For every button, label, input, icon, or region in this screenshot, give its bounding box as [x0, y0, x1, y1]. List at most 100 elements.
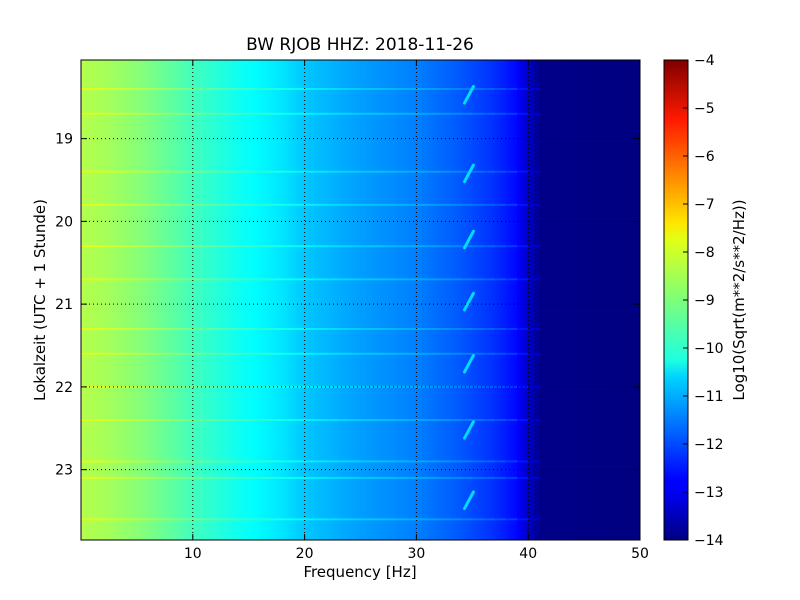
- spectrum-column: [382, 60, 387, 540]
- colorbar-tick-label: −8: [694, 245, 715, 261]
- spectrum-column: [324, 60, 328, 540]
- noise-band: [416, 278, 429, 281]
- spectrum-column: [413, 60, 417, 540]
- spectrum-column: [544, 60, 549, 540]
- spectrum-column: [519, 60, 524, 540]
- noise-band: [360, 245, 373, 248]
- spectrum-column: [117, 60, 121, 540]
- noise-band: [438, 245, 451, 248]
- noise-band: [181, 419, 194, 421]
- noise-band: [136, 327, 149, 330]
- colorbar-label: Log10(Sqrt(m**2/s**2/Hz)): [730, 199, 748, 400]
- noise-band: [349, 518, 362, 521]
- spectrum-column: [517, 60, 521, 540]
- spectrum-column: [572, 60, 577, 540]
- noise-band: [315, 112, 328, 115]
- spectrum-column: [340, 60, 345, 540]
- noise-band: [326, 170, 339, 173]
- spectrum-column: [405, 60, 409, 540]
- noise-band: [326, 203, 339, 206]
- noise-band: [349, 419, 362, 421]
- noise-band: [170, 278, 183, 281]
- transient-mark: [462, 291, 475, 312]
- noise-band: [248, 87, 261, 90]
- noise-band: [349, 245, 362, 248]
- noise-band: [293, 170, 306, 173]
- noise-band: [271, 112, 283, 115]
- noise-band: [226, 518, 239, 521]
- noise-band: [416, 245, 429, 248]
- spectrum-column: [424, 60, 429, 540]
- noise-band: [148, 476, 160, 479]
- noise-band: [528, 112, 540, 115]
- spectrum-column: [176, 60, 180, 540]
- spectrum-column: [184, 60, 188, 540]
- plot-frame: [80, 59, 641, 541]
- spectrum-column: [360, 60, 364, 540]
- spectrum-column: [514, 60, 518, 540]
- noise-band: [394, 518, 406, 521]
- spectrum-column: [318, 60, 322, 540]
- noise-band: [349, 112, 362, 115]
- noise-band: [248, 460, 261, 463]
- noise-band: [461, 112, 473, 115]
- noise-band: [517, 203, 529, 206]
- spectrum-column: [190, 60, 194, 540]
- noise-band: [449, 245, 462, 248]
- spectrum-column: [525, 60, 529, 540]
- noise-band: [304, 170, 317, 173]
- noise-band: [170, 203, 183, 206]
- noise-band: [192, 112, 205, 115]
- noise-band: [528, 170, 540, 173]
- noise-band: [282, 245, 295, 248]
- spectrum-column: [276, 60, 281, 540]
- noise-band: [472, 518, 485, 521]
- noise-band: [483, 112, 496, 115]
- noise-band: [114, 352, 127, 355]
- noise-band: [92, 112, 104, 115]
- noise-band: [203, 476, 216, 479]
- noise-band: [505, 327, 518, 330]
- spectrum-column: [229, 60, 233, 540]
- noise-band: [338, 385, 350, 388]
- y-axis-label: Lokalzeit (UTC + 1 Stunde): [31, 199, 49, 401]
- noise-band: [461, 352, 473, 355]
- spectrum-column: [335, 60, 339, 540]
- spectrum-column: [354, 60, 359, 540]
- noise-band: [360, 278, 373, 281]
- noise-band: [237, 87, 250, 90]
- noise-band: [304, 203, 317, 206]
- noise-band: [394, 245, 406, 248]
- noise-band: [148, 518, 160, 521]
- noise-band: [282, 385, 295, 388]
- noise-band: [315, 460, 328, 463]
- spectrum-column: [131, 60, 135, 540]
- spectrum-column: [178, 60, 183, 540]
- noise-band: [248, 203, 261, 206]
- noise-band: [170, 327, 183, 330]
- noise-band: [136, 518, 149, 521]
- spectrum-column: [567, 60, 571, 540]
- colorbar-tick-label: −5: [694, 101, 715, 117]
- spectrum-column: [346, 60, 350, 540]
- noise-band: [159, 518, 172, 521]
- noise-band: [136, 170, 149, 173]
- noise-band: [92, 476, 104, 479]
- noise-band: [170, 385, 183, 388]
- noise-band: [326, 518, 339, 521]
- noise-band: [304, 278, 317, 281]
- noise-band: [349, 203, 362, 206]
- spectrum-column: [522, 60, 527, 540]
- noise-band: [181, 170, 194, 173]
- x-tick-label: 30: [407, 546, 425, 562]
- noise-band: [159, 203, 172, 206]
- noise-band: [338, 518, 350, 521]
- noise-band: [371, 203, 384, 206]
- noise-band: [405, 460, 417, 463]
- noise-band: [382, 476, 395, 479]
- noise-band: [282, 278, 295, 281]
- spectrum-column: [547, 60, 552, 540]
- noise-band: [472, 327, 485, 330]
- noise-band: [528, 385, 540, 388]
- spectrum-column: [195, 60, 199, 540]
